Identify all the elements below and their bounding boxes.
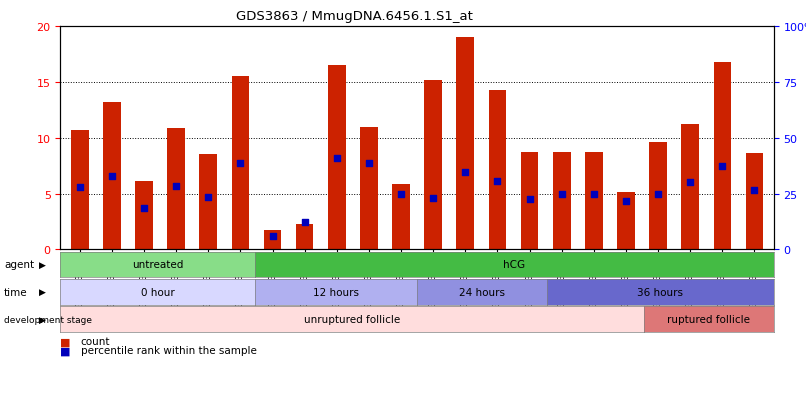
Text: hCG: hCG bbox=[503, 260, 526, 270]
Text: GDS3863 / MmugDNA.6456.1.S1_at: GDS3863 / MmugDNA.6456.1.S1_at bbox=[236, 10, 473, 23]
Point bbox=[330, 155, 343, 162]
Point bbox=[716, 163, 729, 169]
Point bbox=[298, 219, 311, 225]
Text: ▶: ▶ bbox=[39, 287, 45, 297]
Bar bbox=[681, 125, 699, 250]
Bar bbox=[585, 153, 603, 250]
Bar bbox=[264, 231, 281, 250]
Bar bbox=[168, 128, 185, 250]
Text: count: count bbox=[81, 337, 110, 347]
Text: untreated: untreated bbox=[132, 260, 184, 270]
Point bbox=[170, 183, 183, 190]
Point bbox=[748, 188, 761, 194]
Bar bbox=[231, 77, 249, 250]
Text: time: time bbox=[4, 287, 27, 297]
Bar bbox=[71, 131, 89, 250]
Text: percentile rank within the sample: percentile rank within the sample bbox=[81, 346, 256, 356]
Text: 36 hours: 36 hours bbox=[638, 287, 683, 297]
Point bbox=[202, 194, 214, 201]
Point bbox=[234, 161, 247, 167]
Point bbox=[395, 191, 408, 197]
Bar bbox=[393, 184, 410, 250]
Text: 0 hour: 0 hour bbox=[141, 287, 175, 297]
Text: ■: ■ bbox=[60, 346, 71, 356]
Point bbox=[426, 195, 439, 202]
Text: 24 hours: 24 hours bbox=[459, 287, 505, 297]
Bar bbox=[521, 153, 538, 250]
Point bbox=[459, 170, 472, 176]
Bar bbox=[488, 90, 506, 250]
Point bbox=[266, 233, 279, 240]
Bar bbox=[360, 127, 378, 250]
Point bbox=[620, 199, 633, 205]
Bar bbox=[328, 66, 346, 250]
Point bbox=[106, 173, 118, 180]
Point bbox=[651, 191, 664, 197]
Point bbox=[73, 184, 86, 191]
Text: agent: agent bbox=[4, 260, 34, 270]
Bar bbox=[650, 143, 667, 250]
Bar bbox=[199, 155, 217, 250]
Bar bbox=[456, 38, 474, 250]
Point bbox=[491, 178, 504, 185]
Bar bbox=[103, 103, 121, 250]
Bar bbox=[746, 154, 763, 250]
Text: ▶: ▶ bbox=[39, 315, 45, 324]
Bar bbox=[296, 224, 314, 250]
Point bbox=[555, 191, 568, 197]
Text: ▶: ▶ bbox=[39, 260, 45, 269]
Point bbox=[683, 180, 696, 186]
Text: ruptured follicle: ruptured follicle bbox=[667, 314, 750, 324]
Point bbox=[588, 191, 600, 197]
Text: ■: ■ bbox=[60, 337, 71, 347]
Bar bbox=[553, 153, 571, 250]
Bar bbox=[713, 62, 731, 250]
Point bbox=[138, 205, 151, 212]
Point bbox=[363, 161, 376, 167]
Text: unruptured follicle: unruptured follicle bbox=[304, 314, 401, 324]
Point bbox=[523, 197, 536, 203]
Bar bbox=[135, 182, 153, 250]
Bar bbox=[617, 193, 635, 250]
Bar bbox=[424, 81, 442, 250]
Text: development stage: development stage bbox=[4, 315, 92, 324]
Text: 12 hours: 12 hours bbox=[313, 287, 359, 297]
